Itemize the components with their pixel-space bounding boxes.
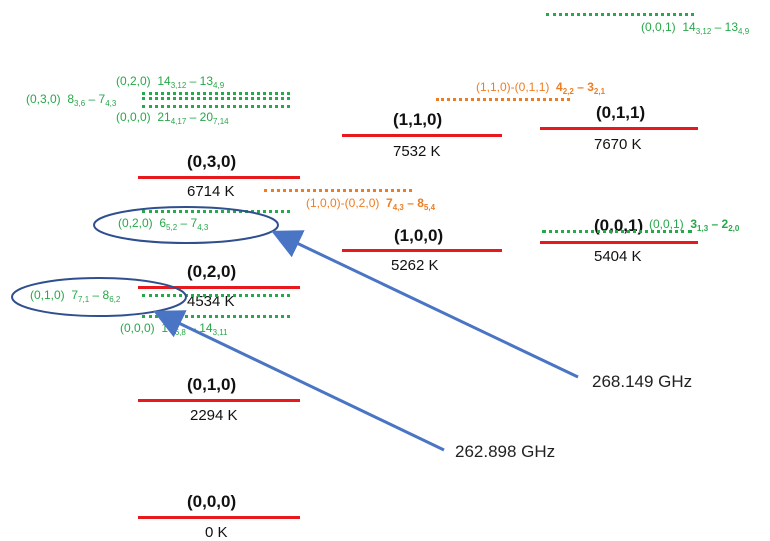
level-line-020	[138, 286, 300, 289]
transition-label-030-top: (0,3,0) 83,6 – 74,3	[26, 92, 117, 108]
transition-label-001-mid: (0,0,1) 31,3 – 22,0	[649, 217, 740, 233]
dotted-marker-top-2	[142, 97, 290, 100]
dotted-marker-top-3	[142, 105, 290, 108]
dotted-marker-010	[142, 294, 290, 297]
level-line-010	[138, 399, 300, 402]
level-state-011: (0,1,1)	[596, 103, 646, 122]
level-energy-000: 0 K	[205, 524, 228, 541]
level-line-001	[540, 241, 698, 244]
transition-label-010: (0,1,0) 77,1 – 86,2	[30, 288, 121, 304]
dotted-marker-001-mid	[542, 230, 692, 233]
level-energy-100: 5262 K	[391, 257, 439, 274]
dotted-marker-001-top	[546, 13, 694, 16]
arrow-268-ghz	[271, 230, 579, 379]
transition-label-110-011: (1,1,0)-(0,1,1) 42,2 – 32,1	[476, 80, 606, 96]
level-line-000	[138, 516, 300, 519]
transition-label-020-mid: (0,2,0) 65,2 – 74,3	[118, 216, 209, 232]
level-line-110	[342, 134, 502, 137]
dotted-marker-020-mid	[142, 210, 290, 213]
level-energy-110: 7532 K	[393, 143, 441, 160]
level-state-010: (0,1,0)	[187, 375, 237, 394]
arrow-262-ghz	[153, 310, 445, 452]
frequency-label-262: 262.898 GHz	[455, 442, 556, 461]
level-state-000: (0,0,0)	[187, 492, 237, 511]
level-energy-011: 7670 K	[594, 136, 642, 153]
frequency-label-268: 268.149 GHz	[592, 372, 693, 391]
transition-label-100-020: (1,0,0)-(0,2,0) 74,3 – 85,4	[306, 196, 436, 212]
level-energy-010: 2294 K	[190, 407, 238, 424]
level-line-011	[540, 127, 698, 130]
transition-label-000-top: (0,0,0) 214,17 – 207,14	[116, 110, 229, 126]
transition-label-020-top: (0,2,0) 143,12 – 134,9	[116, 74, 225, 90]
level-state-100: (1,0,0)	[394, 226, 444, 245]
level-energy-030: 6714 K	[187, 183, 235, 200]
level-state-030: (0,3,0)	[187, 152, 237, 171]
level-line-030	[138, 176, 300, 179]
highlight-ellipse-020	[93, 206, 279, 244]
dotted-marker-110-011	[436, 98, 570, 101]
dotted-marker-000-bot	[142, 315, 290, 318]
level-state-020: (0,2,0)	[187, 262, 237, 281]
transition-label-001-top: (0,0,1) 143,12 – 134,9	[641, 20, 750, 36]
level-line-100	[342, 249, 502, 252]
highlight-ellipse-010	[11, 277, 187, 317]
dotted-marker-100-020	[264, 189, 412, 192]
level-energy-020: 4534 K	[187, 293, 235, 310]
level-energy-001: 5404 K	[594, 248, 642, 265]
dotted-marker-top-1	[142, 92, 290, 95]
level-state-110: (1,1,0)	[393, 110, 443, 129]
